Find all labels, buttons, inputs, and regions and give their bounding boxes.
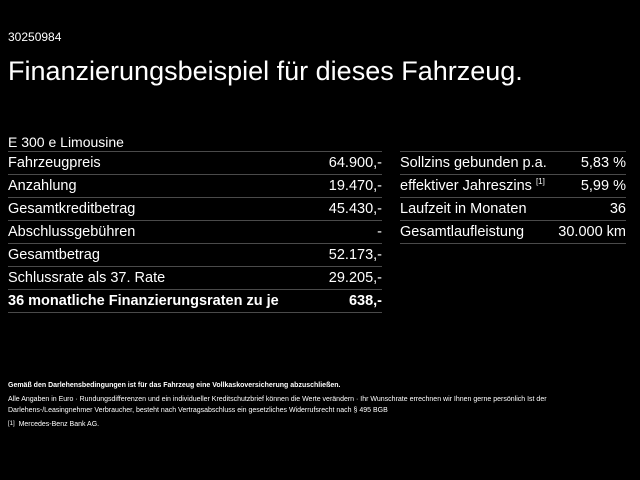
legal-notes: Gemäß den Darlehensbedingungen ist für d…: [8, 380, 628, 430]
disclaimer-note: Alle Angaben in Euro · Rundungsdifferenz…: [8, 396, 547, 414]
row-value: 36: [609, 201, 626, 217]
row-label: effektiver Jahreszins [1]: [400, 177, 545, 194]
table-row: Sollzins gebunden p.a. 5,83 %: [400, 152, 626, 175]
row-label: Laufzeit in Monaten: [400, 201, 527, 217]
monthly-rate-row: 36 monatliche Finanzierungsraten zu je 6…: [8, 290, 382, 313]
table-row: effektiver Jahreszins [1] 5,99 %: [400, 175, 626, 198]
row-value: -: [377, 224, 382, 240]
page-title: Finanzierungsbeispiel für dieses Fahrzeu…: [8, 56, 523, 86]
row-label: Fahrzeugpreis: [8, 155, 101, 171]
row-value: 19.470,-: [328, 178, 382, 194]
row-value: 45.430,-: [328, 201, 382, 217]
row-value: 64.900,-: [328, 155, 382, 171]
table-row: Fahrzeugpreis 64.900,-: [8, 152, 382, 175]
financing-table: Fahrzeugpreis 64.900,- Anzahlung 19.470,…: [8, 151, 382, 313]
row-label: Anzahlung: [8, 178, 77, 194]
footnote-marker: [1]: [535, 177, 545, 186]
row-value: 5,83 %: [580, 155, 626, 171]
row-label: 36 monatliche Finanzierungsraten zu je: [8, 293, 279, 309]
table-row: Gesamtkreditbetrag 45.430,-: [8, 198, 382, 221]
table-row: Anzahlung 19.470,-: [8, 175, 382, 198]
row-label: Gesamtbetrag: [8, 247, 100, 263]
row-value: 29.205,-: [328, 270, 382, 286]
row-value: 638,-: [348, 293, 382, 309]
row-value: 5,99 %: [580, 178, 626, 194]
footnote-mark: [1]: [8, 421, 15, 427]
reference-number: 30250984: [8, 30, 62, 44]
row-label: Abschlussgebühren: [8, 224, 136, 240]
vehicle-model: E 300 e Limousine: [8, 134, 124, 150]
row-label-text: effektiver Jahreszins: [400, 178, 532, 194]
row-value: 52.173,-: [328, 247, 382, 263]
footnote-text: Mercedes-Benz Bank AG.: [18, 421, 100, 428]
row-label: Schlussrate als 37. Rate: [8, 270, 166, 286]
row-label: Sollzins gebunden p.a.: [400, 155, 547, 171]
table-row: Laufzeit in Monaten 36: [400, 198, 626, 221]
table-row: Schlussrate als 37. Rate 29.205,-: [8, 267, 382, 290]
table-row: Gesamtlaufleistung 30.000 km: [400, 221, 626, 244]
footnote: [1] Mercedes-Benz Bank AG.: [8, 419, 628, 430]
insurance-note: Gemäß den Darlehensbedingungen ist für d…: [8, 382, 341, 389]
row-label: Gesamtkreditbetrag: [8, 201, 136, 217]
table-row: Abschlussgebühren -: [8, 221, 382, 244]
interest-table: Sollzins gebunden p.a. 5,83 % effektiver…: [400, 151, 626, 244]
table-row: Gesamtbetrag 52.173,-: [8, 244, 382, 267]
row-value: 30.000 km: [558, 224, 626, 240]
row-label: Gesamtlaufleistung: [400, 224, 525, 240]
